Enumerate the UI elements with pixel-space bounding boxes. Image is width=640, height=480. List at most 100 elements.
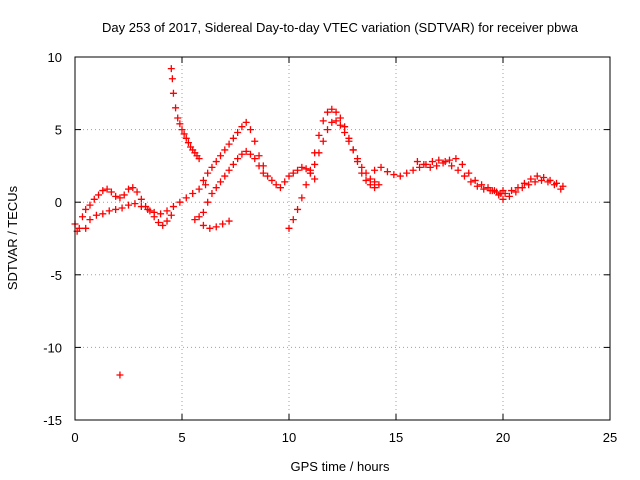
series-arc-6 <box>199 217 233 232</box>
data-point <box>212 184 220 192</box>
data-point <box>242 118 250 126</box>
chart-title: Day 253 of 2017, Sidereal Day-to-day VTE… <box>102 20 579 35</box>
data-point <box>182 194 190 202</box>
data-point <box>204 198 212 206</box>
data-point <box>505 192 513 200</box>
data-point <box>488 187 496 195</box>
x-axis-label: GPS time / hours <box>291 459 390 474</box>
data-point <box>345 137 353 145</box>
data-point <box>195 155 203 163</box>
data-point <box>99 210 107 218</box>
series-arc-8 <box>285 105 379 232</box>
data-point <box>225 166 233 174</box>
data-point <box>159 221 167 229</box>
data-point <box>499 195 507 203</box>
data-point <box>281 178 289 186</box>
data-point <box>204 169 212 177</box>
data-point <box>538 176 546 184</box>
data-point <box>225 140 233 148</box>
data-point <box>208 189 216 197</box>
data-point <box>125 185 132 193</box>
data-point <box>473 182 481 190</box>
data-point <box>169 203 177 211</box>
data-point <box>328 105 336 113</box>
data-point <box>112 192 120 200</box>
data-point <box>82 224 90 232</box>
data-point <box>176 120 184 128</box>
data-point <box>199 208 207 216</box>
data-point <box>294 166 302 174</box>
series-arc-7 <box>251 155 319 192</box>
data-point <box>212 158 220 166</box>
data-point <box>276 184 284 192</box>
data-point <box>371 166 379 174</box>
data-point <box>294 205 302 213</box>
data-point <box>544 178 552 186</box>
data-point <box>133 188 141 196</box>
data-point <box>217 178 225 186</box>
data-point <box>234 129 242 137</box>
data-point <box>527 175 535 183</box>
data-point <box>137 195 145 203</box>
data-point <box>501 189 509 197</box>
data-point <box>362 176 370 184</box>
data-point <box>383 168 391 176</box>
data-point <box>268 176 276 184</box>
data-point <box>259 169 267 177</box>
data-point <box>454 166 462 174</box>
x-tick-label: 0 <box>71 430 78 445</box>
x-tick-label: 25 <box>603 430 617 445</box>
data-point <box>189 189 197 197</box>
data-point <box>495 191 503 199</box>
data-point <box>169 89 177 97</box>
data-point <box>328 118 336 126</box>
y-tick-label: 5 <box>55 123 62 138</box>
data-point <box>116 371 124 379</box>
data-point <box>439 159 447 167</box>
grid-lines <box>75 57 610 420</box>
data-point <box>255 152 263 160</box>
plot-border <box>74 56 611 421</box>
x-tick-label: 5 <box>178 430 185 445</box>
data-point <box>75 224 83 232</box>
series-arc-1 <box>71 184 175 235</box>
data-point <box>366 175 374 183</box>
data-points <box>71 65 567 379</box>
data-point <box>206 224 214 232</box>
data-point <box>298 163 306 171</box>
data-point <box>349 146 357 154</box>
x-tick-label: 15 <box>389 430 403 445</box>
data-point <box>137 203 145 211</box>
y-axis-label: SDTVAR / TECUs <box>5 185 20 290</box>
data-point <box>120 191 128 199</box>
data-point <box>202 181 210 189</box>
data-point <box>221 146 229 154</box>
data-point <box>219 220 227 228</box>
data-point <box>362 169 370 177</box>
data-point <box>465 169 473 177</box>
data-point <box>95 191 103 199</box>
data-point <box>311 160 319 168</box>
data-point <box>285 172 293 180</box>
data-point <box>212 223 220 231</box>
series-arc-10 <box>371 156 507 196</box>
y-tick-label: 10 <box>48 50 62 65</box>
data-point <box>163 217 171 225</box>
data-point <box>86 216 94 224</box>
data-point <box>413 158 421 166</box>
data-point <box>315 149 323 157</box>
data-point <box>199 221 207 229</box>
y-tick-label: -10 <box>43 340 62 355</box>
data-point <box>289 216 297 224</box>
y-tick-label: -5 <box>50 268 62 283</box>
data-point <box>324 126 332 134</box>
data-point <box>435 156 443 164</box>
data-point <box>180 130 188 138</box>
data-point <box>90 195 98 203</box>
data-point <box>163 207 171 215</box>
data-point <box>168 75 176 83</box>
data-point <box>246 150 254 158</box>
data-point <box>458 160 466 168</box>
data-point <box>377 163 385 171</box>
data-point <box>518 184 526 192</box>
